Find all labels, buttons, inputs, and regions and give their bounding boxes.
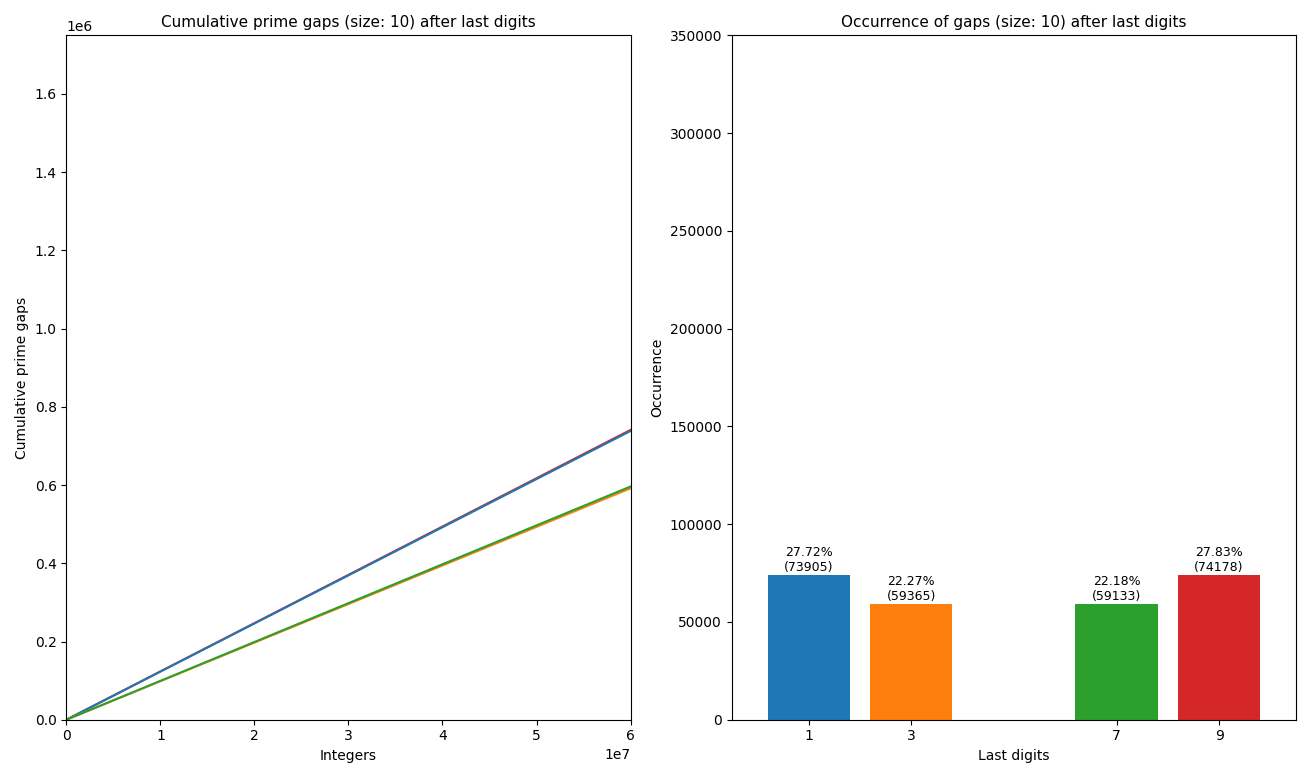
Text: 27.72%
(73905): 27.72% (73905): [784, 546, 834, 574]
X-axis label: Integers: Integers: [320, 749, 378, 763]
Bar: [871, 604, 952, 720]
Text: 22.27%
(59365): 22.27% (59365): [886, 575, 936, 603]
Y-axis label: Occurrence: Occurrence: [650, 338, 663, 417]
Title: Occurrence of gaps (size: 10) after last digits: Occurrence of gaps (size: 10) after last…: [842, 15, 1186, 30]
Text: 22.18%
(59133): 22.18% (59133): [1092, 575, 1141, 603]
Bar: [1179, 575, 1260, 720]
Text: 27.83%
(74178): 27.83% (74178): [1194, 545, 1244, 573]
X-axis label: Last digits: Last digits: [978, 749, 1050, 763]
Title: Cumulative prime gaps (size: 10) after last digits: Cumulative prime gaps (size: 10) after l…: [161, 15, 536, 30]
Bar: [1075, 604, 1158, 720]
Bar: [768, 575, 850, 720]
Y-axis label: Cumulative prime gaps: Cumulative prime gaps: [14, 296, 29, 458]
